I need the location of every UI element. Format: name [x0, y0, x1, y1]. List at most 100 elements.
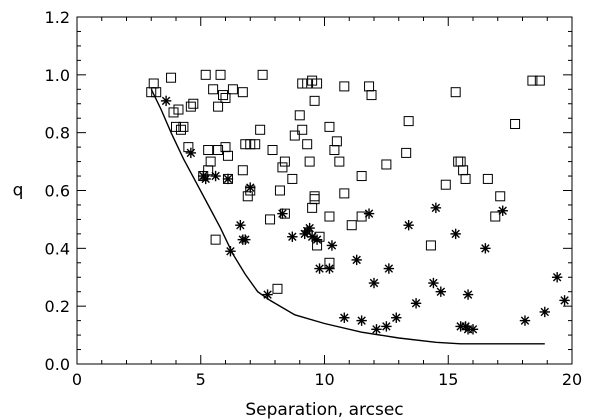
square-point	[356, 171, 367, 182]
asterisk-point	[222, 173, 234, 185]
asterisk-point	[371, 324, 382, 335]
square-point	[294, 110, 305, 121]
square-point	[222, 150, 233, 161]
square-point	[227, 84, 238, 95]
asterisk-point	[200, 173, 211, 185]
asterisk-point	[314, 263, 325, 274]
square-point	[324, 211, 335, 222]
square-point	[346, 220, 357, 231]
asterisk-point	[339, 312, 350, 323]
square-point	[250, 139, 261, 150]
square-point	[403, 116, 414, 127]
square-point	[175, 124, 186, 135]
x-axis-title: Separation, arcsec	[245, 400, 403, 419]
asterisk-point	[277, 208, 288, 219]
asterisk-point	[324, 263, 335, 274]
ticks	[76, 16, 573, 365]
asterisk-point	[356, 315, 367, 326]
square-point	[242, 191, 253, 202]
square-point	[203, 145, 214, 156]
square-point	[185, 101, 196, 112]
square-point	[220, 92, 231, 103]
asterisk-point	[185, 147, 197, 159]
square-point	[200, 69, 211, 80]
square-point	[455, 156, 466, 167]
square-point	[490, 211, 501, 222]
square-point	[510, 118, 521, 129]
y-tick-label: 1.2	[45, 8, 70, 27]
asterisk-point	[428, 277, 439, 289]
axes	[76, 16, 573, 365]
asterisk-point	[480, 243, 491, 254]
asterisk-point	[410, 298, 422, 309]
square-point	[339, 188, 350, 199]
limit-curve	[150, 88, 545, 345]
square-point	[482, 173, 493, 184]
asterisk-point	[381, 321, 392, 332]
asterisk-point	[539, 306, 550, 318]
square-point	[302, 139, 313, 150]
square-point	[534, 75, 545, 86]
asterisk-point	[368, 277, 380, 289]
square-point	[366, 90, 377, 101]
square-point	[450, 87, 461, 98]
x-tick-label: 10	[314, 370, 334, 389]
asterisk-point	[160, 95, 172, 107]
square-point	[208, 84, 219, 95]
asterisk-point	[559, 295, 570, 306]
square-point	[309, 191, 320, 202]
asterisk-point	[240, 234, 251, 245]
asterisk-point	[435, 286, 447, 297]
x-tick-label: 20	[562, 370, 582, 389]
square-point	[460, 173, 471, 184]
asterisk-point	[403, 219, 414, 231]
y-tick-label: 0.2	[45, 297, 70, 316]
square-point	[257, 69, 268, 80]
square-point	[277, 162, 288, 173]
square-point	[425, 240, 436, 251]
asterisk-point	[519, 315, 531, 326]
square-point	[183, 142, 194, 153]
asterisk-point	[351, 254, 362, 266]
asterisk-point	[391, 312, 402, 323]
x-tick-label: 5	[196, 370, 206, 389]
square-point	[237, 87, 248, 98]
plot-frame	[76, 16, 573, 365]
square-point	[215, 69, 226, 80]
y-tick-label: 0.0	[45, 355, 70, 374]
square-point	[265, 214, 276, 225]
square-point	[304, 156, 315, 167]
asterisk-point	[430, 202, 442, 214]
y-tick-label: 1.0	[45, 66, 70, 85]
x-tick-label: 15	[438, 370, 458, 389]
square-point	[309, 95, 320, 106]
square-point	[307, 202, 318, 213]
asterisk-point	[450, 228, 461, 240]
square-point	[331, 136, 342, 147]
square-point	[287, 173, 298, 184]
square-point	[334, 156, 345, 167]
asterisk-point	[287, 231, 298, 242]
square-point	[297, 124, 308, 135]
asterisk-point	[467, 324, 479, 335]
square-point	[151, 87, 162, 98]
square-point	[381, 159, 392, 170]
square-point	[312, 78, 323, 89]
square-point	[279, 156, 290, 167]
square-point	[401, 147, 412, 158]
square-point	[309, 194, 320, 205]
square-point	[272, 283, 283, 294]
square-point	[495, 191, 506, 202]
asterisk-point	[210, 170, 221, 182]
square-point	[218, 90, 229, 101]
square-point	[267, 145, 278, 156]
asterisk-point	[304, 222, 315, 234]
x-tick-label: 0	[72, 370, 82, 389]
asterisk-point	[235, 219, 246, 231]
square-point	[527, 75, 538, 86]
square-point	[364, 81, 375, 92]
square-point	[178, 121, 189, 132]
asterisk-point	[497, 205, 508, 216]
square-point	[289, 130, 300, 141]
square-point	[237, 165, 248, 176]
